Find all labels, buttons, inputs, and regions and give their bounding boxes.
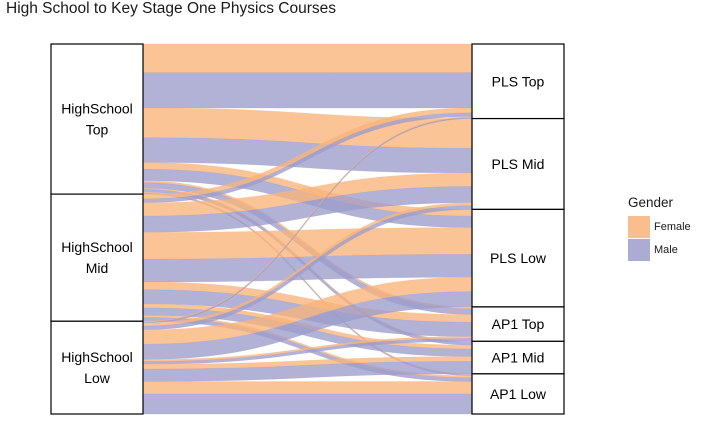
node-label-ap1-mid: AP1 Mid	[492, 350, 545, 366]
legend-label-female: Female	[654, 220, 691, 233]
legend-label-male: Male	[654, 243, 678, 256]
node-box-ap1-low	[471, 373, 565, 415]
legend-title: Gender	[628, 195, 674, 210]
node-label-pls-top: PLS Top	[492, 73, 545, 89]
node-label-highschool-low-line-2: Low	[84, 370, 111, 386]
flow-highschool-top-to-pls-top-male	[142, 72, 473, 109]
chart-title: High School to Key Stage One Physics Cou…	[6, 0, 336, 17]
node-label-ap1-low: AP1 Low	[490, 386, 547, 402]
legend-item-male: Male	[628, 238, 691, 261]
flow-highschool-top-to-pls-top-female	[142, 43, 473, 73]
node-label-highschool-mid-line-1: HighSchool	[61, 239, 133, 255]
node-box-highschool-top	[50, 43, 144, 195]
nodes-layer: HighSchool Top HighSchool Mid HighSchool Low P…	[50, 43, 565, 415]
node-label-highschool-top-line-2: Top	[86, 122, 109, 138]
legend-swatch-female	[628, 215, 650, 238]
flows-layer	[142, 43, 473, 415]
node-box-pls-top	[471, 43, 565, 120]
legend-item-female: Female	[628, 215, 691, 238]
node-label-highschool-top-line-1: HighSchool	[61, 101, 133, 117]
legend: Gender Female Male	[628, 195, 691, 261]
node-label-highschool-mid-line-2: Mid	[86, 260, 109, 276]
legend-swatch-male	[628, 238, 650, 261]
node-label-ap1-top: AP1 Top	[492, 316, 545, 332]
node-box-pls-low	[471, 208, 565, 308]
node-label-pls-mid: PLS Mid	[492, 156, 545, 172]
flow-highschool-low-to-ap1-low-male	[142, 393, 473, 415]
node-label-highschool-low-line-1: HighSchool	[61, 349, 133, 365]
node-box-highschool-low	[50, 320, 144, 415]
node-box-pls-mid	[471, 117, 565, 211]
node-label-pls-low: PLS Low	[490, 250, 547, 266]
flow-highschool-low-to-ap1-low-female	[142, 381, 473, 395]
node-box-ap1-top	[471, 306, 565, 342]
node-box-highschool-mid	[50, 193, 144, 322]
node-box-ap1-mid	[471, 340, 565, 375]
